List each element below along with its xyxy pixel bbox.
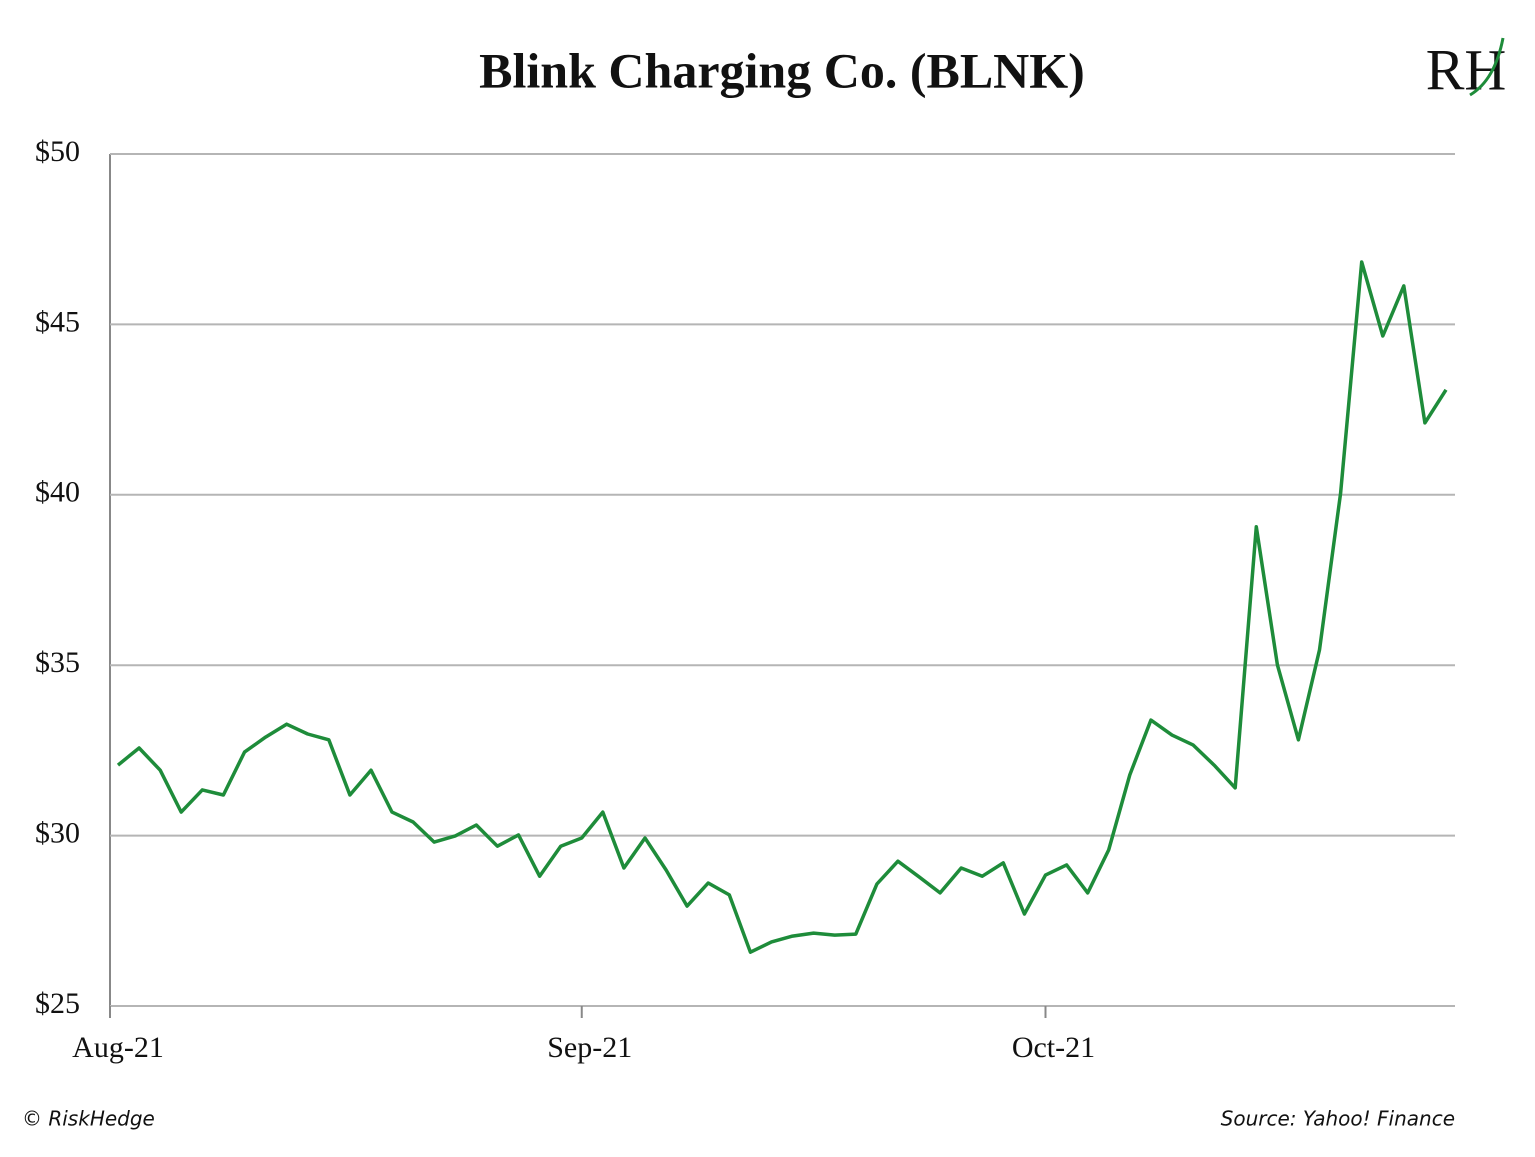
price-line xyxy=(116,260,1448,954)
y-tick-label: $30 xyxy=(35,816,80,849)
y-tick-label: $40 xyxy=(35,476,80,509)
y-tick-label: $45 xyxy=(35,305,80,338)
logo-arrow xyxy=(1469,37,1505,97)
chart-title: Blink Charging Co. (BLNK) xyxy=(479,42,1085,98)
y-tick-label: $50 xyxy=(35,135,80,168)
credit: © RiskHedge xyxy=(22,1107,155,1131)
y-tick-label: $35 xyxy=(35,646,80,679)
x-tick-label: Aug-21 xyxy=(72,1031,164,1064)
source: Source: Yahoo! Finance xyxy=(1221,1107,1455,1131)
x-tick-label: Sep-21 xyxy=(547,1031,632,1064)
y-tick-label: $25 xyxy=(35,987,80,1020)
x-tick-label: Oct-21 xyxy=(1012,1031,1095,1064)
